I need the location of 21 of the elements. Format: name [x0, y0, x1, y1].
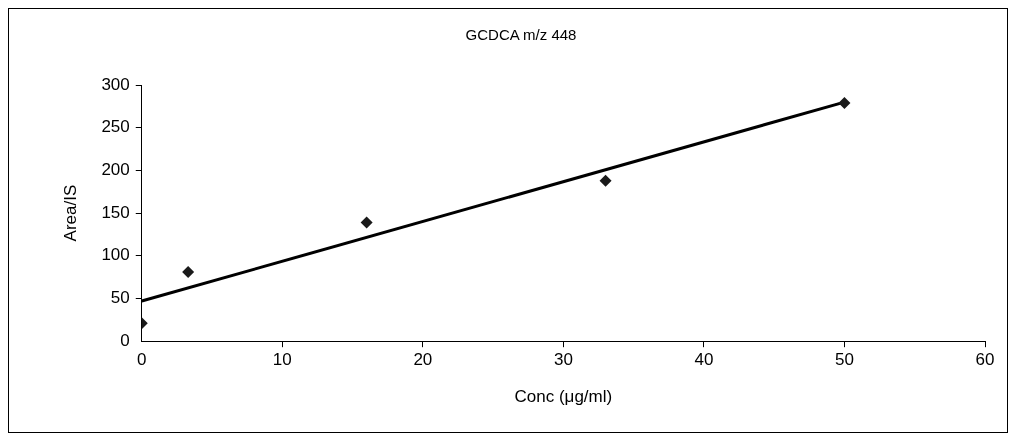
point: [182, 266, 195, 279]
x-tick-label: 0: [137, 350, 147, 370]
x-tick-label: 50: [835, 350, 854, 370]
y-tick-label: 0: [120, 330, 130, 350]
y-tick-label: 200: [101, 160, 130, 180]
y-tick-label: 100: [101, 245, 130, 265]
point: [838, 96, 851, 109]
x-tick-label: 40: [694, 350, 714, 370]
x-tick-label: 10: [272, 350, 292, 370]
y-axis-title: Area/IS: [60, 184, 80, 242]
chart-title: GCDCA m/z 448: [465, 26, 577, 44]
point: [360, 216, 373, 229]
y-tick-label: 300: [101, 74, 130, 94]
x-tick-label: 60: [975, 350, 995, 370]
x-axis-title: Conc (μg/ml): [514, 387, 613, 407]
y-tick-label: 50: [110, 288, 130, 308]
y-tick-label: 250: [101, 117, 130, 137]
x-tick-label: 20: [413, 350, 433, 370]
point: [599, 174, 612, 187]
x-tick-label: 30: [553, 350, 573, 370]
y-tick-label: 150: [101, 202, 130, 222]
